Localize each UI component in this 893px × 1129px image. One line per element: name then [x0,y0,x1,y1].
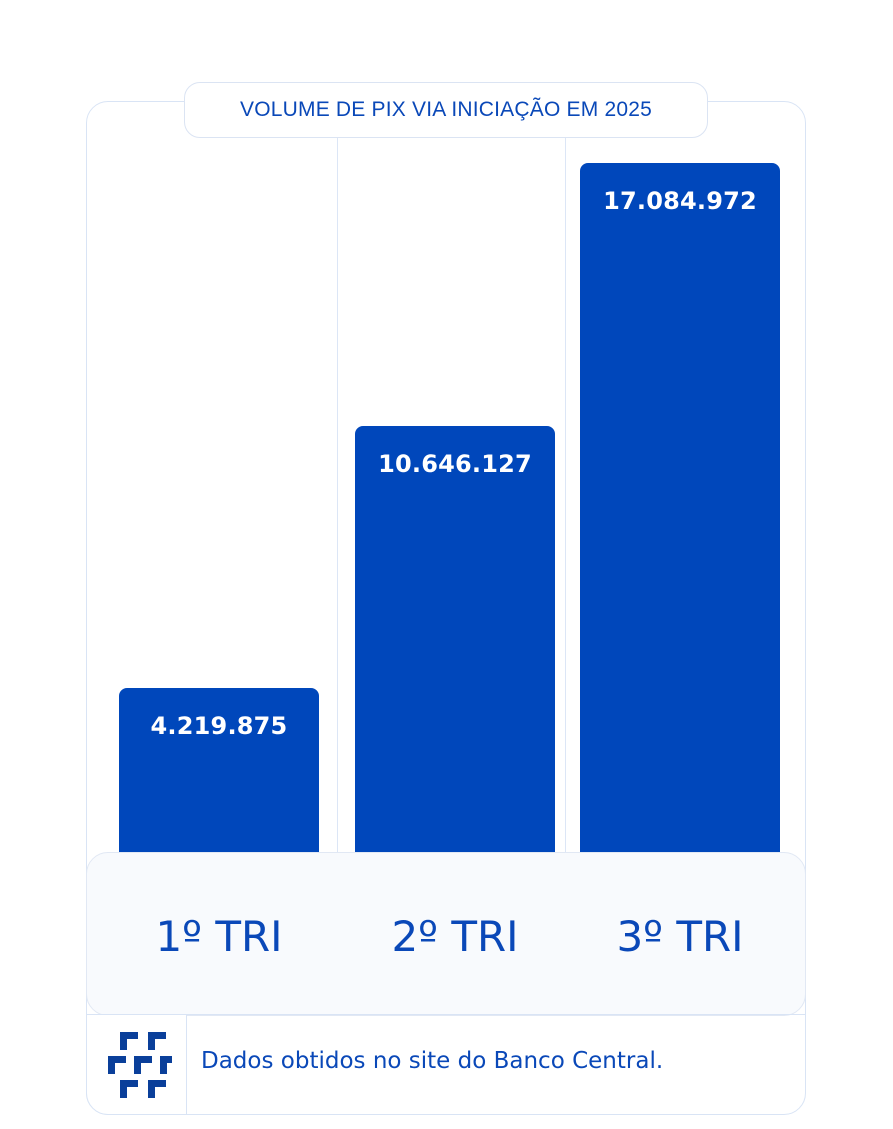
column-divider [337,102,338,862]
logo [86,1014,187,1115]
category-label: 2º TRI [391,912,519,961]
bar-value-label: 4.219.875 [150,711,288,740]
bar-value-label: 10.646.127 [378,449,532,478]
category-axis-panel [86,852,806,1016]
chevron-stack-logo-icon [107,1031,172,1098]
bar-1: 4.219.875 [119,687,319,860]
category-label: 3º TRI [616,912,744,961]
footer [86,1014,806,1115]
column-divider [565,102,566,862]
bar-value-label: 17.084.972 [603,187,757,215]
category-label: 1º TRI [155,912,283,961]
chart-title: VOLUME DE PIX VIA INICIAÇÃO EM 2025 [184,82,708,138]
bar-3: 17.084.972 [580,163,780,860]
source-note: Dados obtidos no site do Banco Central. [201,1048,664,1074]
bar-2: 10.646.127 [355,425,555,860]
